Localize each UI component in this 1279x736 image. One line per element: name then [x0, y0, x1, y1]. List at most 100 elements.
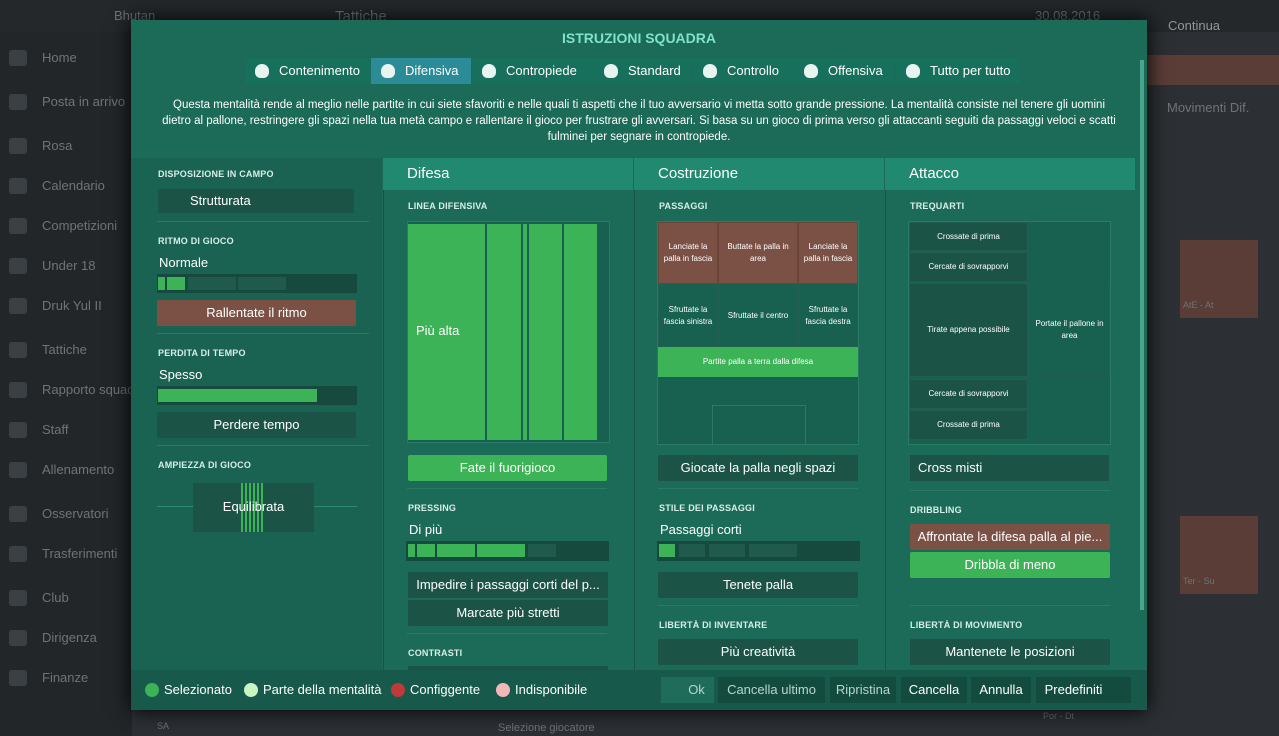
instruction-button[interactable]: Affrontate la difesa palla al pie...: [910, 524, 1110, 550]
sep: [157, 221, 369, 222]
legend-label: Configgente: [410, 682, 481, 697]
nav-item[interactable]: Rapporto squad: [42, 382, 132, 397]
instruction-button[interactable]: Giocate la palla negli spazi: [658, 455, 858, 481]
nav-item[interactable]: Calendario: [42, 178, 105, 193]
tab-icon: [381, 64, 395, 78]
tab-icon: [804, 64, 818, 78]
instruction-button[interactable]: Impedire i passaggi corti del p...: [408, 572, 608, 598]
value: Spesso: [159, 367, 203, 382]
sep: [658, 488, 858, 489]
action-button[interactable]: Predefiniti: [1036, 677, 1131, 703]
column-header: Attacco: [885, 158, 1135, 190]
action-button[interactable]: Ok: [661, 677, 714, 703]
nav-icon: [9, 546, 27, 562]
attack-zone[interactable]: Portate il pallone in area: [1029, 283, 1110, 377]
passing-zone[interactable]: Lanciate la palla in fascia: [658, 222, 718, 284]
section-label: LIBERTÀ DI MOVIMENTO: [910, 620, 1023, 630]
nav-icon: [9, 630, 27, 646]
passing-zone[interactable]: Sfruttate la fascia sinistra: [658, 285, 718, 347]
action-button[interactable]: Cancella: [901, 677, 967, 703]
width-stripe: [241, 483, 243, 532]
slider-seg: [477, 544, 525, 557]
slider-seg: [158, 277, 165, 290]
width-stripe: [249, 483, 251, 532]
nav-item[interactable]: Posta in arrivo: [42, 94, 126, 109]
nav-icon: [9, 258, 27, 274]
dropdown-value: Cross misti: [918, 460, 983, 475]
instruction-button[interactable]: Tenete palla: [658, 572, 858, 598]
mentality-tab[interactable]: Offensiva: [794, 58, 895, 84]
nav-item[interactable]: Under 18: [42, 258, 96, 273]
mentality-tab[interactable]: Contropiede: [472, 58, 593, 84]
nav-item[interactable]: Tattiche: [42, 342, 87, 357]
dropdown[interactable]: [910, 455, 1109, 481]
sep: [407, 488, 607, 489]
section-label: STILE DEI PASSAGGI: [659, 503, 755, 513]
line-stripe: [564, 224, 597, 440]
instruction-button[interactable]: Marcate più stretti: [408, 600, 608, 626]
section-label: DISPOSIZIONE IN CAMPO: [158, 169, 274, 179]
date: 30.08.2016: [1035, 8, 1101, 23]
legend-dot: [391, 683, 405, 697]
attack-zone[interactable]: Crossate di prima: [909, 410, 1028, 440]
width-stripe: [257, 483, 259, 532]
attack-zone[interactable]: Tirate appena possibile: [909, 283, 1028, 377]
legend-label: Parte della mentalità: [263, 682, 382, 697]
description: Questa mentalità rende al meglio nelle p…: [162, 99, 1116, 143]
nav-item[interactable]: Club: [42, 590, 69, 605]
nav-item[interactable]: Druk Yul II: [42, 298, 102, 313]
nav-item[interactable]: Staff: [42, 422, 69, 437]
legend-label: Selezionato: [164, 682, 232, 697]
dropdown[interactable]: [158, 189, 354, 213]
sep: [658, 605, 858, 606]
value: Di più: [409, 522, 443, 537]
nav-item[interactable]: Osservatori: [42, 506, 109, 521]
instruction-button[interactable]: Mantenete le posizioni: [910, 639, 1110, 665]
mentality-tab[interactable]: Tutto per tutto: [896, 58, 1020, 84]
slider-seg: [408, 544, 415, 557]
slider-seg: [659, 544, 675, 557]
action-button[interactable]: Cancella ultimo: [718, 677, 825, 703]
nav-item[interactable]: Rosa: [42, 138, 73, 153]
passing-zone[interactable]: Sfruttate il centro: [718, 285, 798, 347]
instruction-button[interactable]: Perdere tempo: [157, 412, 356, 438]
tab-icon: [255, 64, 269, 78]
instruction-button[interactable]: Dribbla di meno: [910, 552, 1110, 578]
line-stripe: [523, 224, 527, 440]
nav-item[interactable]: Dirigenza: [42, 630, 97, 645]
instruction-button[interactable]: Più creatività: [658, 639, 858, 665]
section-label: PASSAGGI: [659, 201, 708, 211]
legend-dot: [496, 683, 510, 697]
passing-zone[interactable]: Buttate la palla in area: [718, 222, 798, 284]
scrollbar: [1140, 60, 1144, 610]
passing-zone[interactable]: Sfruttate la fascia destra: [798, 285, 858, 347]
tab-icon: [906, 64, 920, 78]
instruction-button[interactable]: Rallentate il ritmo: [157, 300, 356, 326]
attack-zone[interactable]: Cercate di sovrapporvi: [909, 252, 1028, 282]
action-button[interactable]: Annulla: [971, 677, 1031, 703]
slider-seg: [679, 544, 705, 557]
nav-item[interactable]: Finanze: [42, 670, 89, 685]
nav-icon: [9, 50, 27, 66]
line-value: Più alta: [416, 323, 460, 338]
nav-item[interactable]: Allenamento: [42, 462, 115, 477]
attack-zone[interactable]: Cercate di sovrapporvi: [909, 379, 1028, 409]
nav-item[interactable]: Trasferimenti: [42, 546, 118, 561]
nav-icon: [9, 138, 27, 154]
legend-dot: [145, 683, 159, 697]
nav-item[interactable]: Home: [42, 50, 77, 65]
action-button[interactable]: Ripristina: [830, 677, 896, 703]
instruction-button[interactable]: Fate il fuorigioco: [408, 455, 607, 481]
section-label: LIBERTÀ DI INVENTARE: [659, 620, 768, 630]
tab-icon: [604, 64, 618, 78]
nav-item[interactable]: Competizioni: [42, 218, 118, 233]
nav-icon: [9, 422, 27, 438]
dropdown-value: Strutturata: [190, 193, 251, 208]
slider-seg: [709, 544, 745, 557]
attack-zone[interactable]: Crossate di prima: [909, 222, 1028, 251]
continue-button[interactable]: Continua: [1168, 18, 1221, 33]
role: Ter - Su: [1183, 576, 1215, 586]
passing-zone[interactable]: Partite palla a terra dalla difesa: [658, 347, 858, 377]
passing-zone[interactable]: Lanciate la palla in fascia: [798, 222, 858, 284]
nav-icon: [9, 462, 27, 478]
